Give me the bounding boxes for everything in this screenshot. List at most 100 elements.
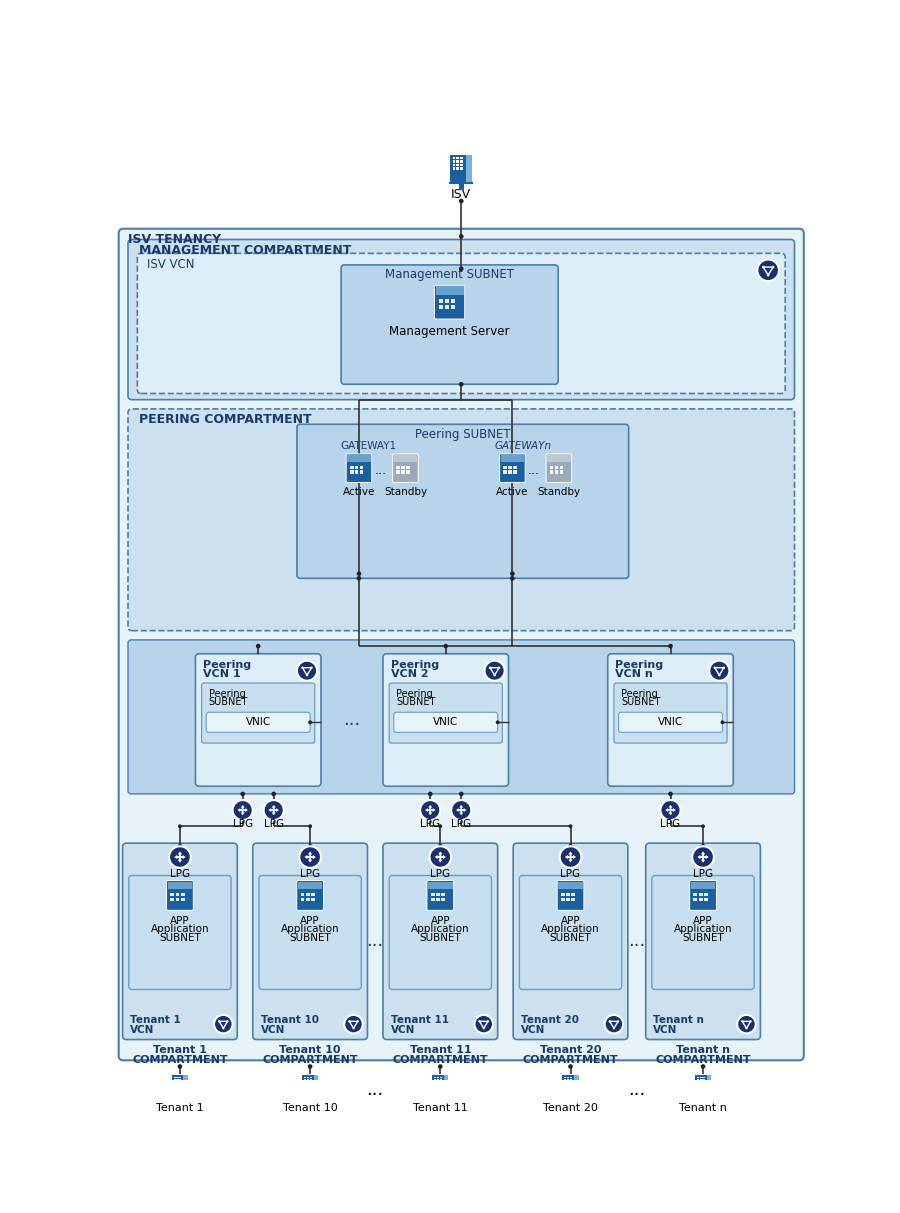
FancyBboxPatch shape [195, 654, 321, 786]
Text: VCN n: VCN n [616, 668, 653, 679]
Bar [702, 1082, 705, 1083]
Bar [350, 471, 354, 473]
Bar [406, 471, 410, 473]
Bar [434, 1077, 436, 1078]
Circle shape [741, 1020, 743, 1023]
Circle shape [489, 666, 491, 668]
Bar [184, 1076, 188, 1095]
Bar [547, 455, 571, 462]
Bar [564, 1082, 566, 1083]
Bar [174, 1082, 176, 1083]
Circle shape [482, 1027, 485, 1030]
Text: LPG: LPG [420, 819, 440, 828]
Bar [466, 155, 472, 182]
Circle shape [356, 571, 361, 576]
Circle shape [227, 1020, 229, 1023]
Bar [451, 300, 455, 303]
Bar [570, 1077, 572, 1078]
Bar [459, 184, 464, 190]
Bar [513, 466, 517, 469]
Bar [445, 300, 449, 303]
Circle shape [438, 1064, 443, 1069]
Text: COMPARTMENT: COMPARTMENT [392, 1054, 488, 1065]
Text: GATEWAY1: GATEWAY1 [340, 440, 396, 451]
FancyBboxPatch shape [138, 254, 785, 393]
Bar [310, 898, 315, 901]
Circle shape [474, 1015, 493, 1033]
FancyArrow shape [310, 855, 316, 859]
Text: Tenant 20: Tenant 20 [543, 1103, 598, 1114]
Circle shape [356, 576, 361, 581]
Circle shape [438, 825, 442, 828]
Text: GATEWAYn: GATEWAYn [495, 440, 552, 451]
Circle shape [451, 801, 472, 820]
Bar [445, 304, 449, 308]
Circle shape [310, 666, 313, 668]
Bar [554, 466, 558, 469]
Text: SUBNET: SUBNET [289, 933, 331, 943]
Circle shape [308, 844, 312, 849]
FancyArrow shape [180, 855, 185, 859]
Bar [431, 893, 435, 896]
Circle shape [429, 847, 451, 867]
Text: SUBNET: SUBNET [159, 933, 201, 943]
FancyArrow shape [438, 852, 443, 858]
Bar [691, 882, 716, 889]
Text: VCN: VCN [260, 1025, 285, 1035]
Bar [574, 1076, 579, 1095]
Text: Application: Application [150, 924, 209, 934]
Text: LPG: LPG [430, 869, 450, 879]
Circle shape [718, 674, 721, 677]
Text: Tenant n: Tenant n [676, 1046, 730, 1055]
FancyArrow shape [238, 808, 243, 811]
FancyArrow shape [240, 810, 245, 815]
FancyBboxPatch shape [383, 843, 498, 1040]
FancyBboxPatch shape [519, 876, 622, 990]
Bar [310, 1084, 311, 1087]
Bar [440, 1080, 442, 1081]
Bar [702, 1080, 705, 1081]
Text: Tenant 20: Tenant 20 [521, 1015, 579, 1025]
Bar [449, 182, 473, 184]
Bar [396, 466, 400, 469]
Bar [434, 1082, 436, 1083]
Text: Management Server: Management Server [390, 325, 510, 337]
Bar [428, 882, 453, 889]
FancyBboxPatch shape [297, 425, 628, 579]
FancyArrow shape [669, 805, 672, 810]
Text: VCN: VCN [521, 1025, 545, 1035]
Circle shape [617, 1020, 619, 1023]
FancyBboxPatch shape [341, 264, 558, 385]
Text: VCN: VCN [391, 1025, 415, 1035]
Bar [176, 1084, 178, 1087]
Text: Peering: Peering [616, 660, 663, 670]
Text: VCN 1: VCN 1 [203, 668, 241, 679]
Circle shape [428, 792, 433, 796]
Bar [456, 160, 459, 163]
Bar [170, 893, 175, 896]
Text: APP: APP [430, 916, 450, 926]
Bar [307, 1080, 309, 1081]
Bar [697, 1080, 698, 1081]
Bar [309, 1097, 312, 1101]
Bar [461, 160, 464, 163]
Text: Peering SUBNET: Peering SUBNET [415, 428, 510, 440]
Circle shape [510, 576, 515, 581]
Bar [179, 1080, 182, 1081]
Circle shape [692, 847, 714, 867]
Circle shape [721, 721, 725, 724]
Bar [307, 1077, 309, 1078]
Bar [307, 1084, 309, 1087]
Circle shape [701, 825, 705, 828]
Bar [702, 1084, 705, 1087]
Bar [699, 1080, 702, 1081]
Text: SUBNET: SUBNET [419, 933, 461, 943]
Bar [434, 1084, 436, 1087]
Text: COMPARTMENT: COMPARTMENT [262, 1054, 358, 1065]
Bar [704, 898, 707, 901]
FancyBboxPatch shape [608, 654, 733, 786]
Circle shape [605, 1015, 623, 1033]
Bar [695, 1076, 711, 1095]
Circle shape [568, 1064, 573, 1069]
Text: LPG: LPG [264, 819, 284, 828]
